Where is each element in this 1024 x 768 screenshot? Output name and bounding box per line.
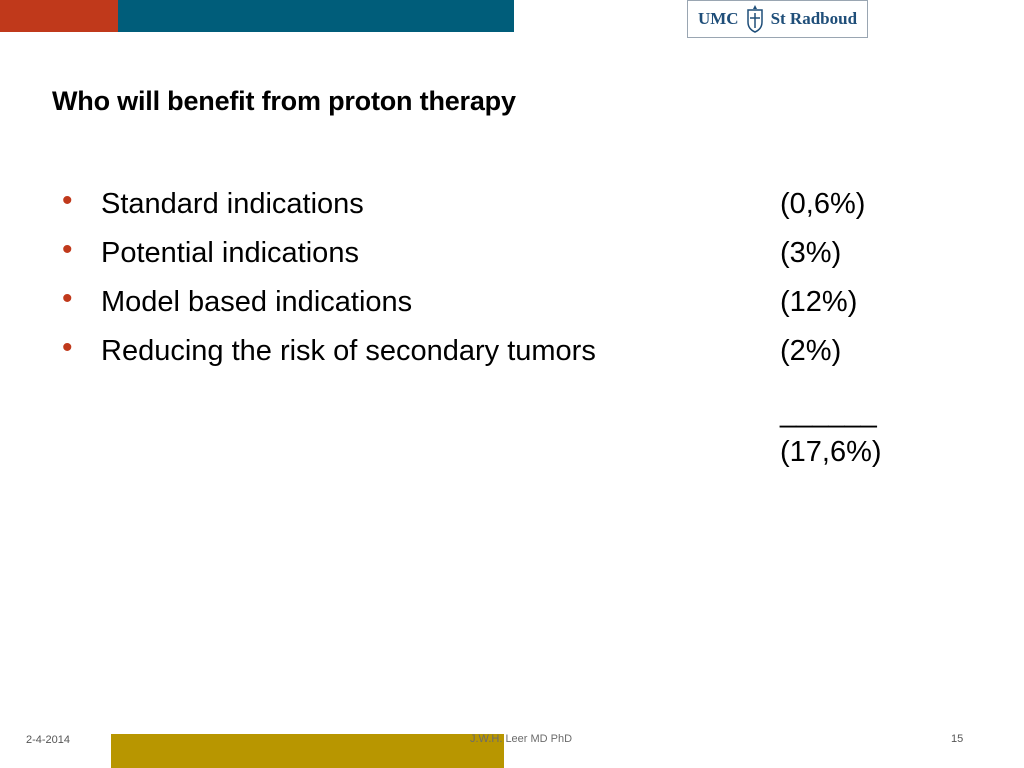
logo-right-text: St Radboud xyxy=(770,9,858,28)
indication-label: Standard indications xyxy=(101,188,364,220)
bullet-dot-icon: • xyxy=(62,184,73,217)
list-item: • Reducing the risk of secondary tumors … xyxy=(62,333,922,382)
slide-title: Who will benefit from proton therapy xyxy=(52,86,516,116)
bullet-dot-icon: • xyxy=(62,331,73,364)
list-item: • Potential indications (3%) xyxy=(62,235,922,284)
indication-list: • Standard indications (0,6%) • Potentia… xyxy=(62,186,922,382)
indication-percentage: (0,6%) xyxy=(780,188,866,220)
header-teal-bar xyxy=(118,0,514,32)
indication-percentage: (2%) xyxy=(780,335,842,367)
indication-label: Potential indications xyxy=(101,237,359,269)
indication-label: Reducing the risk of secondary tumors xyxy=(101,335,596,367)
sum-rule: ______ xyxy=(780,397,877,429)
indication-label: Model based indications xyxy=(101,286,413,318)
footer-date: 2-4-2014 xyxy=(26,734,71,746)
coat-of-arms-icon xyxy=(746,5,763,33)
page-number: 15 xyxy=(951,733,964,745)
indication-percentage: (12%) xyxy=(780,286,858,318)
footer-gold-bar xyxy=(111,734,504,768)
header-orange-bar xyxy=(0,0,118,32)
indication-percentage: (3%) xyxy=(780,237,842,269)
list-item: • Standard indications (0,6%) xyxy=(62,186,922,235)
footer-author: J.W.H. Leer MD PhD xyxy=(470,733,573,745)
logo-left-text: UMC xyxy=(697,9,739,28)
total-percentage: (17,6%) xyxy=(780,436,882,468)
umc-st-radboud-logo: UMC St Radboud xyxy=(687,0,868,38)
bullet-dot-icon: • xyxy=(62,282,73,315)
list-item: • Model based indications (12%) xyxy=(62,284,922,333)
bullet-dot-icon: • xyxy=(62,233,73,266)
